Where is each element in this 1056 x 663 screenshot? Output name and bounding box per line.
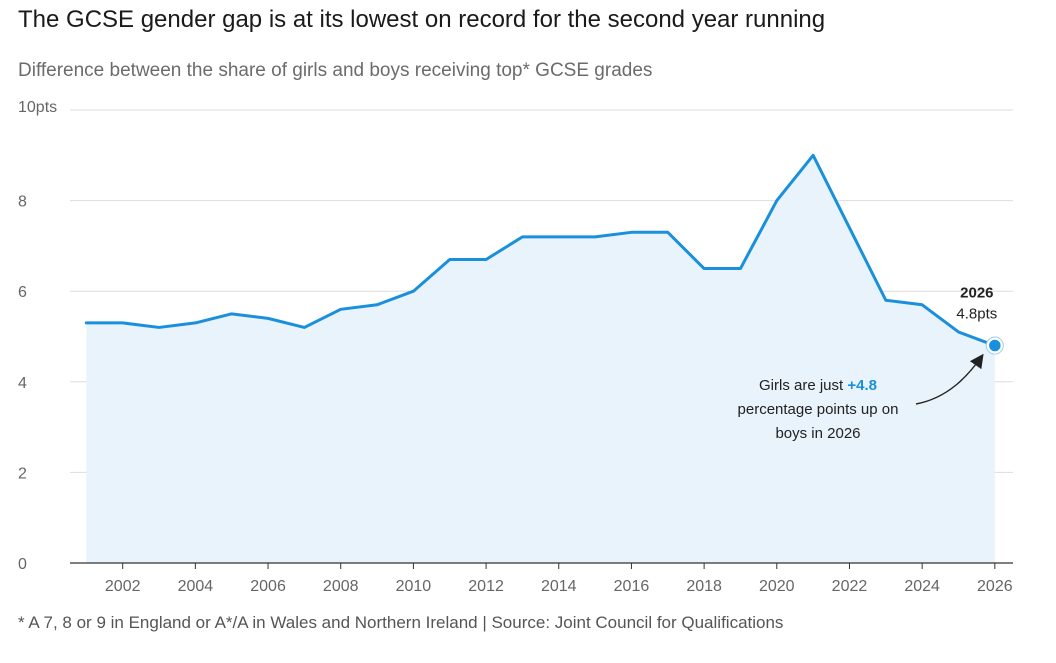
x-tick-label: 2006 (250, 578, 286, 595)
highlight-point-ring (985, 336, 1004, 355)
x-tick-label: 2012 (468, 578, 504, 595)
series-area (86, 155, 995, 564)
x-tick-label: 2008 (323, 578, 359, 595)
x-tick-label: 2010 (396, 578, 432, 595)
x-tick-label: 2020 (759, 578, 795, 595)
annotation-prefix: Girls are just (759, 377, 847, 394)
x-tick-label: 2002 (105, 578, 141, 595)
y-tick-label: 0 (18, 556, 27, 573)
y-tick-label: 8 (18, 194, 27, 211)
x-tick-label: 2004 (178, 578, 214, 595)
x-tick-label: 2018 (686, 578, 722, 595)
area-fill (86, 155, 995, 564)
highlight-point (986, 337, 1004, 354)
annotation-layer: 2026 4.8pts Girls are just +4.8 percentage … (738, 285, 1004, 442)
chart-subtitle: Difference between the share of girls an… (18, 60, 653, 81)
y-tick-label: 6 (18, 284, 27, 301)
annotation-arrow (915, 353, 984, 405)
axes: 0 2 4 6 8 10pts 2002 2004 2006 2008 2010 2012 2014 20… (18, 99, 1013, 595)
highlight-value-label: 4.8pts (956, 306, 997, 323)
annotation-highlight: +4.8 (847, 377, 877, 394)
highlight-year-label: 2026 (960, 285, 993, 302)
x-tick-label: 2026 (977, 578, 1013, 595)
annotation-line-3: boys in 2026 (775, 425, 860, 442)
x-tick-label: 2016 (614, 578, 650, 595)
series-line (84, 153, 997, 348)
source-footnote: * A 7, 8 or 9 in England or A*/A in Wale… (18, 613, 784, 632)
annotation-line-2: percentage points up on (738, 401, 899, 418)
x-tick-label: 2022 (832, 578, 868, 595)
chart-title: The GCSE gender gap is at its lowest on … (18, 6, 826, 33)
y-tick-label: 2 (18, 465, 27, 482)
series-line-layer (84, 153, 997, 348)
x-tick-label: 2024 (904, 578, 940, 595)
annotation-line-1: Girls are just +4.8 (759, 377, 877, 394)
x-tick-label: 2014 (541, 578, 577, 595)
y-tick-label: 4 (18, 375, 27, 392)
y-tick-label: 10pts (18, 99, 57, 116)
